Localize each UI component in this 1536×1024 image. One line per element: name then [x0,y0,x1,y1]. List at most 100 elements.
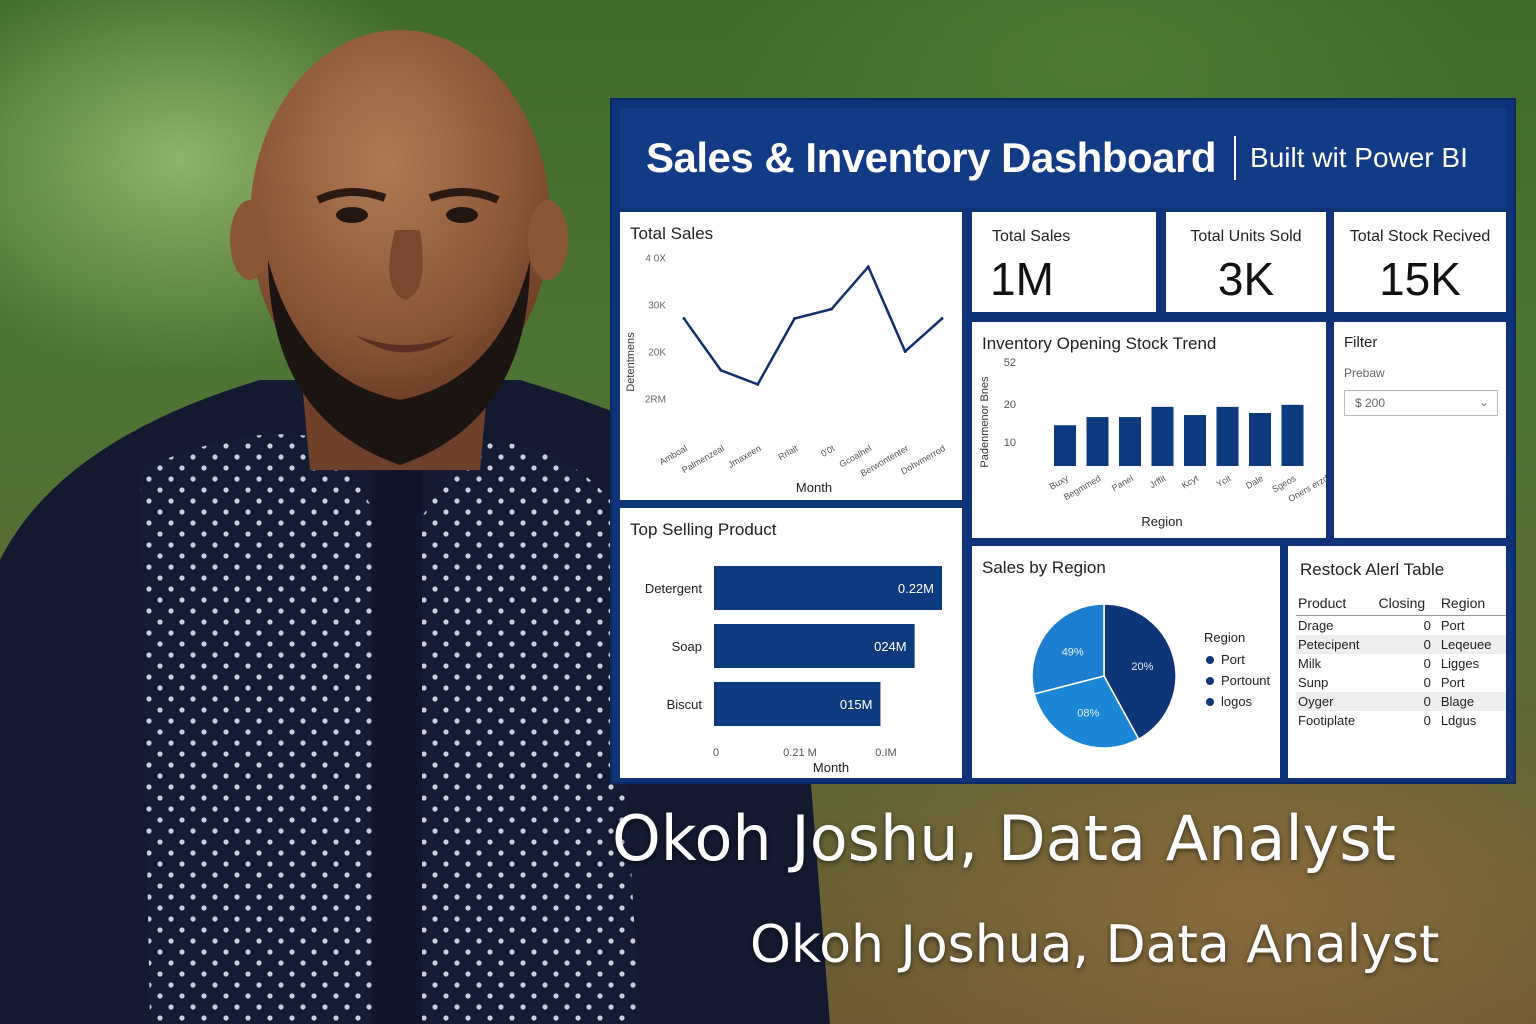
x-tick-label: 0.21 M [783,747,817,759]
y-tick-label: 10 [1004,437,1016,449]
x-tick-label: 0.IM [875,747,896,759]
x-tick-label: Begmmed [1062,473,1103,502]
cell-product: Petecipent [1296,634,1377,654]
table-row: Sunp 0 Port [1296,673,1506,692]
inventory-bar [1086,417,1109,466]
category-label: Biscut [667,697,703,712]
card-title: Sales by Region [982,558,1106,577]
chevron-down-icon: ⌄ [1478,395,1489,409]
data-label: 0.22M [898,581,934,596]
sales-region-pie-chart: 20% 08% 49% Region Port Portount logos [1031,603,1271,749]
cell-region: Ldgus [1440,712,1477,728]
x-tick-label: 0'0t [819,443,837,459]
filter-dropdown[interactable]: $ 200 ⌄ [1344,390,1498,416]
line-point [940,317,944,321]
line-point [682,317,686,321]
cell-region: Leqeuee [1438,634,1506,654]
kpi-total-units-sold[interactable]: Total Units Sold 3K [1166,212,1326,312]
filter-title: Filter [1344,334,1378,351]
x-tick-label: Buxy [1048,473,1071,492]
table-row: Petecipent 0 Leqeuee [1296,634,1506,654]
product-bar [714,624,915,668]
sales-inventory-dashboard: Sales & Inventory Dashboard Built wit Po… [610,98,1516,784]
caption-name-line-2: Okoh Joshua, Data Analyst [750,915,1440,975]
line-point [756,382,760,386]
legend-marker [1206,698,1214,706]
pie-slice [1033,675,1140,749]
inventory-bar [1216,406,1239,466]
kpi-total-stock-received[interactable]: Total Stock Recived 15K [1334,212,1506,312]
card-title: Inventory Opening Stock Trend [982,334,1217,353]
column-header: Region [1438,592,1506,616]
cell-product: Sunp [1298,674,1329,690]
cell-closing: 0 [1376,691,1439,711]
card-title: Total Sales [630,224,714,243]
x-tick-label: Jrffit [1148,473,1168,490]
kpi-label: Total Units Sold [1190,228,1302,245]
legend-title: Region [1204,630,1245,645]
inventory-stock-trend-card[interactable]: Inventory Opening Stock Trend 52 20 10 Pade… [972,322,1326,538]
inventory-bar [1054,425,1076,466]
product-bar [714,682,881,726]
cell-closing: 0 [1423,655,1431,671]
kpi-value: 3K [1217,253,1275,305]
pie-slice [1031,603,1105,695]
inventory-bar [1151,406,1174,466]
inventory-bar [1184,415,1206,466]
x-tick-label: Rrlait [776,443,800,462]
table-header-row: Product Closing Region [1296,592,1506,616]
product-bar [714,566,942,610]
y-tick-label: 20 [1004,399,1016,411]
sales-by-region-card[interactable]: Sales by Region 20% 08% 49% Region Port Porto… [972,546,1280,778]
table-row: Oyger 0 Blage [1296,691,1506,711]
card-title: Restock Alerl Table [1300,560,1445,579]
cell-region: Blage [1438,691,1506,711]
filter-label: Prebaw [1344,366,1385,380]
card-title: Top Selling Product [630,520,777,539]
inventory-bar [1249,413,1271,466]
legend-marker [1206,677,1214,685]
top-product-bar-chart: Detergent 0.22M Soap 024M Biscut 015M 0 0.21 M 0… [645,566,942,775]
line-point [793,317,797,321]
cell-product: Oyger [1296,691,1377,711]
inventory-bar [1119,417,1141,466]
restock-alert-card: Restock Alerl Table Product Closing Regi… [1288,546,1506,778]
x-axis-label: Region [1141,514,1182,529]
kpi-value: 15K [1379,253,1461,305]
x-tick-label: Palmenzeal [680,443,726,475]
legend-marker [1206,656,1214,664]
data-label: 015M [840,697,873,712]
x-tick-label: Ycit [1214,473,1232,489]
y-tick-label: 52 [1004,357,1016,369]
top-selling-product-card[interactable]: Top Selling Product Detergent 0.22M Soap 02… [620,508,962,778]
column-header: Closing [1376,592,1439,616]
kpi-value: 1M [990,253,1054,305]
total-sales-line-card[interactable]: Total Sales 4 0X 30K 20K 2RM Detentmens Amboa… [620,212,962,500]
category-label: Soap [672,639,702,654]
pie-data-label: 08% [1077,707,1099,719]
restock-alert-table: Product Closing Region Drage 0 Port Pete… [1296,592,1506,730]
sales-line-series [682,265,943,386]
cell-region: Port [1440,674,1465,690]
cell-region: Port [1440,617,1465,633]
y-tick-label: 30K [648,300,666,311]
dashboard-title: Sales & Inventory Dashboard [646,134,1217,181]
dashboard-header: Sales & Inventory Dashboard Built wit Po… [620,108,1506,208]
x-tick-label: 0 [713,747,719,759]
data-label: 024M [874,639,907,654]
pie-data-label: 20% [1131,661,1153,673]
filter-card: Filter Prebaw $ 200 ⌄ [1334,322,1506,538]
cell-product: Drage [1298,617,1334,633]
y-tick-label: 2RM [645,394,666,405]
kpi-total-sales[interactable]: Total Sales 1M [972,212,1156,312]
table-row: Footiplate 0 Ldgus [1296,711,1506,730]
pie-slice [1103,603,1177,741]
cell-closing: 0 [1423,712,1431,728]
legend-item: Portount [1221,673,1271,688]
y-tick-label: 20K [648,347,666,358]
title-divider [1234,136,1237,180]
kpi-label: Total Sales [992,228,1071,245]
cell-closing: 0 [1423,617,1431,633]
